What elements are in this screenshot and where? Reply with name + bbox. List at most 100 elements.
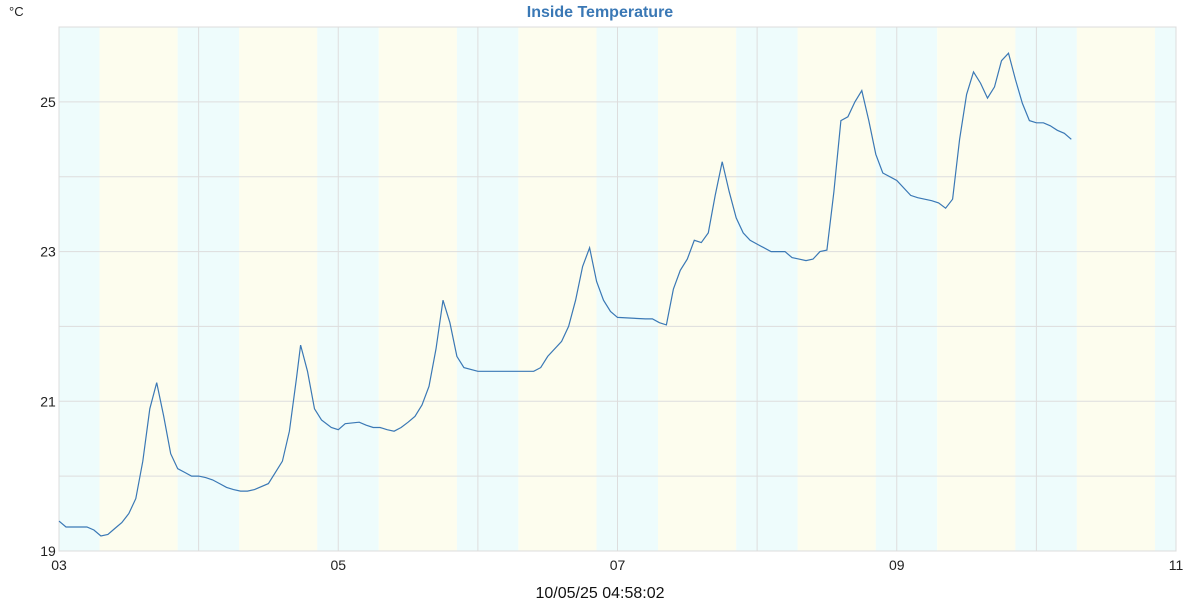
data-point [253,488,256,491]
data-point [428,385,431,388]
data-point [225,486,228,489]
data-point [504,370,507,373]
data-point [1021,102,1024,105]
y-tick-label: 19 [40,543,56,559]
data-point [1063,132,1066,135]
data-point [281,460,284,463]
data-point [320,419,323,422]
x-tick-label: 05 [330,557,346,573]
night-band [317,27,379,551]
data-point [204,476,207,479]
data-point [839,119,842,122]
data-point [448,321,451,324]
data-point [1014,78,1017,81]
data-point [455,355,458,358]
data-point [190,475,193,478]
data-point [888,175,891,178]
data-point [106,533,109,536]
data-point [979,82,982,85]
data-point [651,317,654,320]
data-point [595,280,598,283]
data-point [400,426,403,429]
data-point [609,310,612,313]
y-axis-ticks: 19 21 23 25 [40,94,56,559]
data-point [742,231,745,234]
data-point [944,207,947,210]
data-point [1007,52,1010,55]
data-point [1000,59,1003,62]
data-point [267,482,270,485]
day-band [378,27,457,551]
day-band [797,27,876,551]
data-point [344,422,347,425]
data-point [784,250,787,253]
x-tick-label: 03 [51,557,67,573]
data-point [386,428,389,431]
data-point [846,115,849,118]
inside-temperature-line [58,51,1072,537]
data-point [895,179,898,182]
data-point [539,366,542,369]
data-point [169,452,172,455]
y-tick-label: 21 [40,393,56,409]
data-point [441,299,444,302]
data-point [518,370,521,373]
data-point [658,321,661,324]
data-point [546,355,549,358]
data-point [134,497,137,500]
data-point [804,259,807,262]
data-point [1049,124,1052,127]
data-point [874,153,877,156]
data-point [881,171,884,174]
day-band [657,27,737,551]
timestamp: 10/05/25 04:58:02 [535,585,664,600]
data-point [867,119,870,122]
data-point [176,467,179,470]
data-point [330,426,333,429]
data-point [246,490,249,493]
data-point [92,529,95,532]
data-point [1035,121,1038,124]
chart-title: Inside Temperature [527,4,674,21]
data-point [728,190,731,193]
data-point [693,239,696,242]
data-point [811,258,814,261]
data-point [462,366,465,369]
data-point [798,258,801,261]
data-point [232,488,235,491]
data-point [672,288,675,291]
data-point [58,520,61,523]
data-point [148,407,151,410]
data-point [700,241,703,244]
data-point [407,421,410,424]
plot-frame [58,26,1177,552]
y-tick-label: 25 [40,94,56,110]
day-band [1076,27,1156,551]
data-point [714,194,717,197]
data-point [951,198,954,201]
data-point [909,194,912,197]
data-point [64,526,67,529]
data-point [958,138,961,141]
data-point [721,160,724,163]
data-point [644,317,647,320]
night-band [596,27,658,551]
data-point [239,490,242,493]
data-point [85,526,88,529]
data-point [832,190,835,193]
data-point [295,377,298,380]
x-axis-ticks: 03 05 07 09 11 [51,557,1183,573]
data-point [99,535,102,538]
data-point [197,475,200,478]
data-point [937,201,940,204]
data-point [306,370,309,373]
data-point [560,340,563,343]
night-band [456,27,519,551]
y-axis-unit: °C [9,4,24,19]
data-point [986,97,989,100]
x-tick-label: 09 [889,557,905,573]
night-band [736,27,798,551]
data-point [574,299,577,302]
night-band [1155,27,1176,551]
